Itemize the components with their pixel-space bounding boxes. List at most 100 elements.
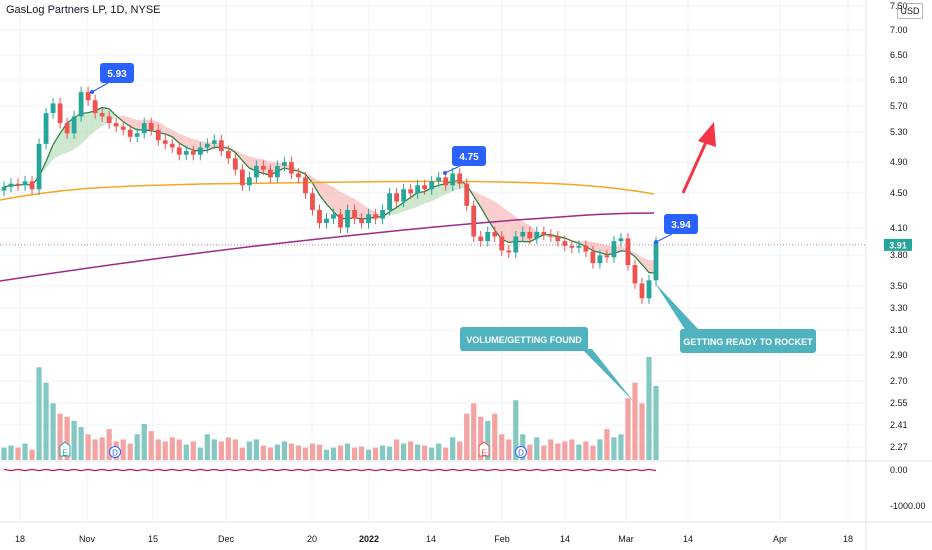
- candle-body: [127, 129, 133, 137]
- candle-body: [239, 169, 245, 186]
- candle-body: [190, 151, 196, 155]
- candle-body: [324, 218, 329, 224]
- price-label-4-75: 4.75: [443, 146, 486, 175]
- indicator-pane: [3, 468, 657, 472]
- rocket-arrow: [681, 122, 716, 194]
- candle-body: [611, 241, 617, 258]
- candle-body: [310, 193, 315, 211]
- cloud-segment: [81, 112, 89, 145]
- volume-bar: [141, 423, 147, 460]
- candle-body: [106, 116, 112, 124]
- candle-body: [183, 151, 189, 155]
- price-tick-label: 4.50: [890, 188, 908, 198]
- moving-averages: [0, 106, 657, 282]
- candle-body: [492, 231, 498, 237]
- callout-box: [460, 327, 588, 351]
- ma-mid-line: [0, 180, 655, 201]
- volume-bar: [429, 447, 435, 460]
- time-tick-label: 20: [307, 534, 317, 544]
- candle-body: [92, 100, 98, 114]
- volume-bar: [57, 413, 63, 460]
- candle-body: [646, 280, 652, 299]
- candle-body: [296, 173, 301, 178]
- event-marker-label: E: [481, 449, 486, 458]
- volume-bar: [190, 441, 196, 460]
- volume-bar: [555, 443, 561, 460]
- volume-bar: [15, 447, 21, 460]
- candle-body: [225, 151, 231, 159]
- cloud-segment: [501, 206, 509, 243]
- cloud-segment: [641, 257, 649, 273]
- candle-body: [576, 245, 582, 248]
- candle-body: [15, 183, 21, 186]
- volume-bar: [443, 447, 449, 460]
- volume-bar: [344, 443, 351, 460]
- callout-pointer: [582, 349, 634, 402]
- candle-body: [289, 162, 294, 174]
- time-tick-label: 2022: [359, 534, 379, 544]
- volume-bar: [92, 439, 98, 460]
- volume-bar: [527, 444, 533, 460]
- event-marker: D: [515, 446, 527, 458]
- cloud-segment: [333, 186, 341, 219]
- cloud-segment: [172, 130, 180, 144]
- candle-body: [162, 140, 168, 144]
- candle-body: [625, 238, 631, 266]
- volume-bar: [386, 446, 393, 460]
- cloud-segment: [417, 191, 425, 207]
- price-tick-label: 7.00: [890, 25, 908, 35]
- time-tick-label: Feb: [494, 534, 510, 544]
- volume-bar: [169, 437, 175, 460]
- annotations: 5.93 4.75 3.94 VOLUME/GETTING FOUND GETTING …: [90, 63, 816, 402]
- label-box: [452, 146, 486, 166]
- volume-bar: [106, 429, 112, 460]
- volume-bar: [576, 444, 582, 460]
- volume-bar: [590, 445, 596, 460]
- currency-badge[interactable]: USD: [897, 3, 923, 19]
- price-tick-label: 2.70: [890, 376, 908, 386]
- dividend-icon: [515, 446, 527, 458]
- label-text: 3.94: [671, 220, 691, 231]
- dividend-icon: [109, 446, 121, 458]
- cloud-segment: [494, 201, 502, 240]
- indicator-tick-label: -1000.00: [890, 501, 926, 511]
- volume-bar: [99, 437, 105, 460]
- cloud-segment: [319, 181, 327, 205]
- volume-bar: [218, 441, 224, 460]
- arrow-shaft: [681, 139, 709, 194]
- candle-body: [457, 173, 463, 184]
- callout-pointer: [655, 283, 700, 331]
- label-text: 5.93: [107, 69, 127, 80]
- candle-body: [303, 177, 308, 194]
- time-tick-label: 14: [683, 534, 693, 544]
- event-marker: D: [109, 446, 121, 458]
- candle-body: [22, 181, 28, 186]
- candle-body: [604, 255, 610, 258]
- volume-bar: [302, 447, 309, 460]
- volume-bar: [639, 403, 645, 460]
- candle-body: [373, 214, 378, 219]
- callout-text: GETTING READY TO ROCKET: [683, 337, 813, 347]
- volume-bar: [401, 443, 407, 460]
- axes: 7.50 7.00 6.50 6.10 5.70 5.30 4.90 4.50 4.10 3.80…: [15, 1, 926, 544]
- candle-body: [338, 214, 343, 228]
- candle-body: [429, 181, 435, 190]
- volume-bar: [64, 416, 70, 460]
- candle-body: [8, 183, 14, 187]
- cloud-segment: [389, 207, 397, 216]
- volume-bar: [618, 434, 624, 460]
- volume-bar: [365, 449, 372, 460]
- label-pointer: [655, 233, 673, 243]
- candle-body: [366, 214, 371, 224]
- candle-body: [113, 123, 119, 127]
- symbol-title[interactable]: GasLog Partners LP, 1D, NYSE: [6, 4, 161, 16]
- volume-bar: [78, 427, 84, 460]
- price-tick-label: 6.10: [890, 75, 908, 85]
- event-marker-label: E: [62, 449, 67, 458]
- volume-bar: [415, 444, 421, 460]
- candle-body: [253, 165, 259, 178]
- candle-body: [471, 205, 477, 237]
- candle-body: [359, 218, 364, 224]
